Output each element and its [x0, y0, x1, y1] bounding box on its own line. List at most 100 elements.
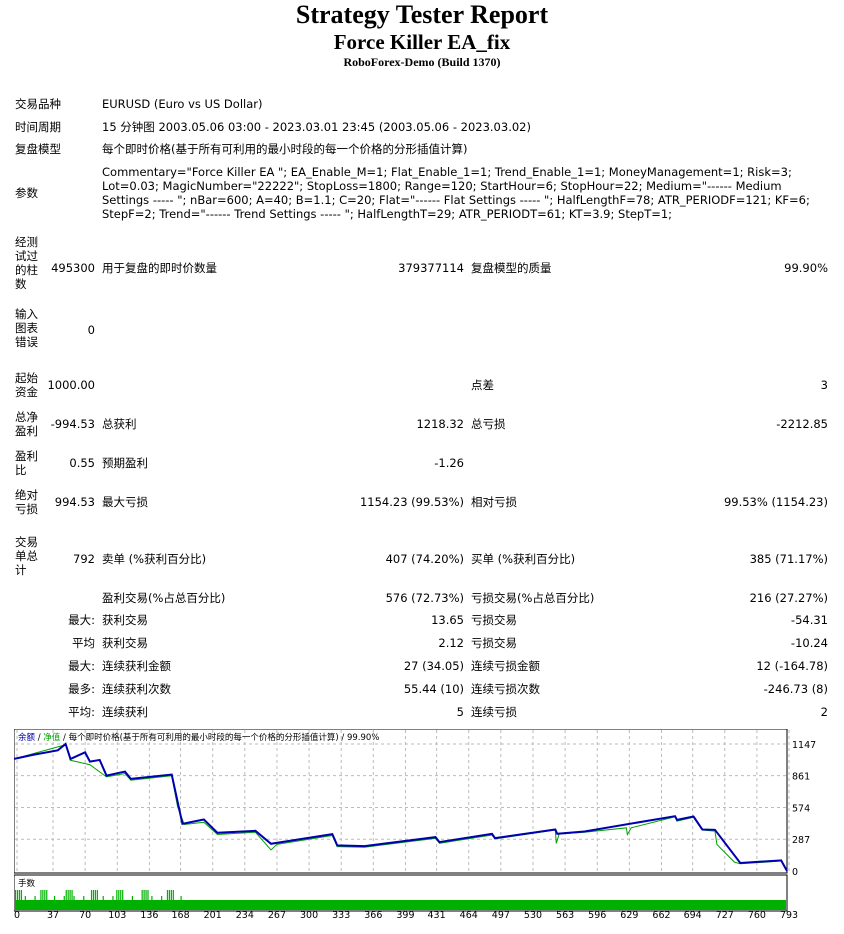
volume-bar: [116, 890, 118, 910]
value: 13.65: [431, 613, 464, 627]
volume-bar: [44, 890, 46, 910]
server-name: RoboForex-Demo (Build 1370): [343, 55, 501, 69]
volume-bar: [18, 890, 21, 910]
value: 0.55: [69, 456, 95, 470]
volume-bar: [182, 900, 184, 910]
x-tick-label: 70: [79, 910, 91, 921]
volume-bar: [141, 890, 143, 910]
volume-bar: [174, 900, 176, 910]
volume-bar: [61, 900, 63, 910]
x-tick-label: 464: [460, 910, 478, 921]
label: 总净盈利: [15, 410, 38, 438]
value: 407 (74.20%): [385, 552, 464, 566]
legend-separator: /: [35, 733, 43, 743]
x-tick-label: 0: [14, 910, 20, 921]
label: 输入图表错误: [15, 307, 38, 349]
volume-bar: [110, 900, 112, 910]
volume-bar: [108, 900, 110, 910]
volume-bar: [143, 890, 145, 910]
value: -246.73 (8): [763, 682, 828, 696]
volume-bar: [42, 890, 44, 910]
x-tick-label: 694: [684, 910, 702, 921]
label: 交易单总计: [15, 535, 38, 577]
volume-bar: [137, 900, 139, 910]
volume-bar: [122, 890, 124, 910]
label: 预期盈利: [102, 456, 148, 470]
volume-bar: [20, 890, 23, 910]
volume-bar: [125, 900, 128, 910]
volume-bar: [145, 890, 147, 910]
balance-chart: 0 37 70 103 136 168 201 234 267 300 333 366 399 431 46…: [14, 729, 816, 921]
x-tick-label: 596: [588, 910, 606, 921]
volume-bar: [26, 900, 28, 910]
value: 1154.23 (99.53%): [359, 495, 464, 509]
volume-bar: [166, 890, 169, 910]
label: 获利交易: [102, 636, 148, 650]
volume-bar: [168, 890, 171, 910]
volume-bar: [85, 900, 87, 910]
volume-bar: [81, 900, 83, 910]
volume-bar: [77, 900, 79, 910]
volume-bar: [88, 900, 91, 910]
y-tick-label: 574: [792, 803, 810, 814]
label: 点差: [471, 378, 494, 392]
volume-bar: [16, 890, 19, 910]
volume-bar: [59, 900, 61, 910]
x-tick-label: 760: [748, 910, 766, 921]
x-tick-label: 300: [300, 910, 318, 921]
value: EURUSD (Euro vs US Dollar): [102, 97, 263, 111]
balance-line: [14, 742, 788, 872]
label: 复盘模型的质量: [471, 261, 552, 275]
volume-bar: [69, 890, 71, 910]
x-tick-label: 234: [236, 910, 254, 921]
x-tick-label: 793: [780, 910, 798, 921]
value: 2: [820, 705, 828, 719]
volume-bar: [151, 896, 153, 910]
x-tick-label: 168: [171, 910, 189, 921]
value: 55.44 (10): [403, 682, 464, 696]
volume-bar: [22, 900, 24, 910]
volume-bar: [147, 890, 149, 910]
volume-bar: [48, 900, 50, 910]
label: 盈利交易(%占总百分比): [102, 591, 226, 605]
volume-bar: [34, 896, 36, 910]
x-tick-label: 201: [204, 910, 222, 921]
volume-bar: [46, 890, 48, 910]
value: 385 (71.17%): [749, 552, 828, 566]
volume-bar: [67, 890, 69, 910]
value: 0: [87, 323, 95, 337]
volume-bar: [90, 890, 93, 910]
y-tick-label: 861: [792, 772, 810, 783]
volume-bar: [94, 890, 97, 910]
volume-bar: [100, 900, 102, 910]
x-tick-label: 136: [140, 910, 158, 921]
volume-bar: [149, 900, 151, 910]
label: 交易品种: [15, 97, 61, 111]
volume-bar: [104, 900, 106, 910]
volume-bar: [15, 890, 17, 910]
volume-bar: [53, 896, 56, 910]
volume-bar: [153, 900, 155, 910]
volume-bar: [102, 896, 104, 910]
volume-bar: [159, 900, 161, 910]
value: 5: [456, 705, 464, 719]
value: -2212.85: [776, 417, 828, 431]
value: -10.24: [790, 636, 828, 650]
value: 每个即时价格(基于所有可利用的最小时段的每一个价格的分形插值计算): [102, 142, 468, 156]
value: 792: [73, 552, 95, 566]
value: 1000.00: [47, 378, 95, 392]
label: 亏损交易: [471, 636, 517, 650]
volume-bar: [135, 900, 137, 910]
volume-bar: [30, 900, 32, 910]
volume-bar: [32, 900, 34, 910]
label: 起始资金: [15, 371, 38, 399]
legend-balance: 余额: [18, 732, 36, 743]
volume-bar: [127, 900, 130, 910]
value: 216 (27.27%): [749, 591, 828, 605]
label: 获利交易: [102, 613, 148, 627]
label: 最大亏损: [102, 495, 148, 509]
y-tick-label: 1147: [792, 740, 816, 751]
volume-bar: [170, 890, 172, 910]
value: 379377114: [398, 261, 464, 275]
volume-bar: [55, 900, 58, 910]
